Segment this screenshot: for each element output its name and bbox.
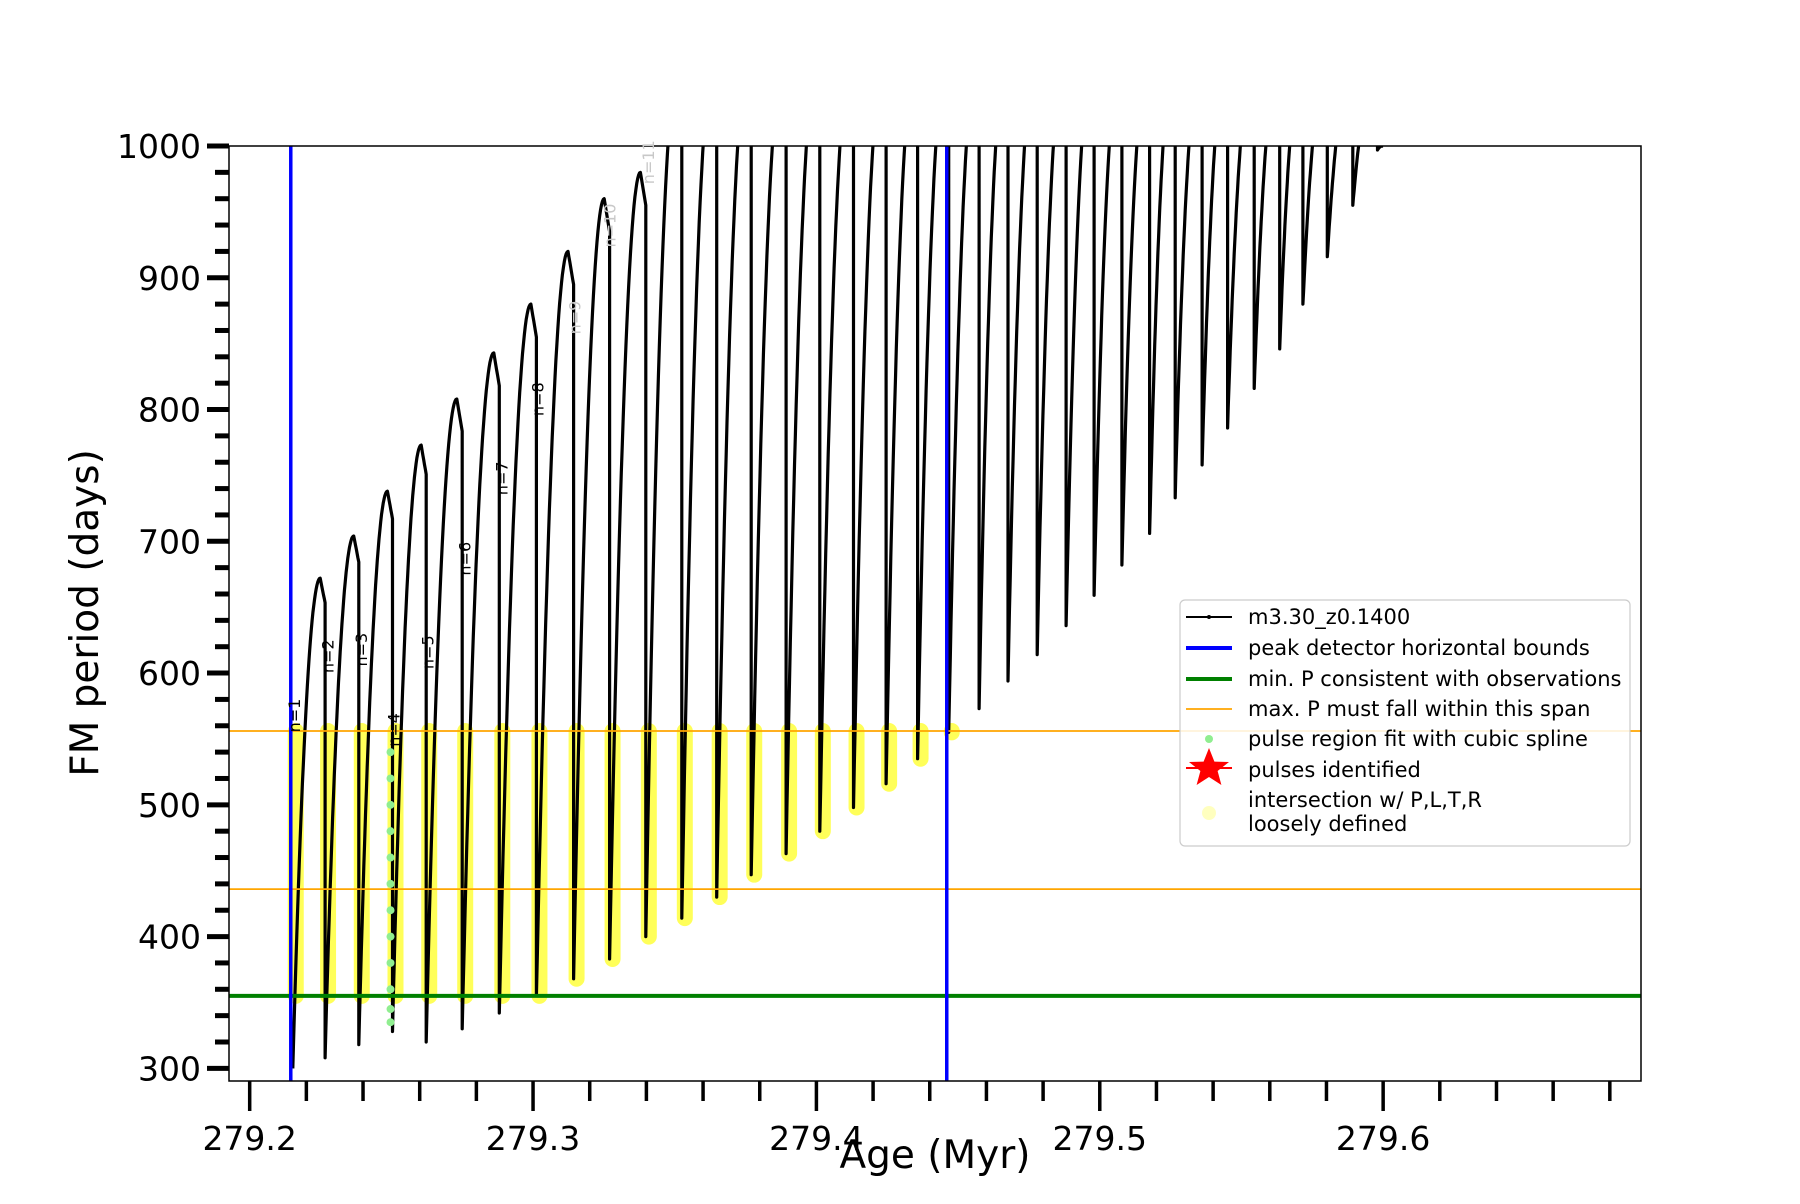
plot-area [229,146,1641,1081]
y-tick-label: 400 [138,918,201,957]
y-tick-label: 500 [138,786,201,825]
legend-entry-vlines: peak detector horizontal bounds [1186,636,1590,660]
spline-point [386,879,395,888]
pulse-number-label: n=9 [566,301,585,335]
x-tick-label: 279.4 [769,1119,863,1158]
y-tick-label: 300 [138,1049,201,1088]
spline-point [386,985,395,994]
legend-label-intersection: intersection w/ P,L,T,R [1248,788,1482,812]
spline-point [386,853,395,862]
y-tick-label: 1000 [117,127,201,166]
legend-label-vlines: peak detector horizontal bounds [1248,636,1590,660]
legend-entry-pulses: pulses identified [1186,748,1421,785]
pulse-number-label: n=8 [529,382,548,416]
legend-label-span: max. P must fall within this span [1248,697,1590,721]
spline-point [386,932,395,941]
legend: m3.30_z0.1400 peak detector horizontal b… [1179,599,1631,847]
spline-point [386,774,395,783]
pulse-number-label: n=7 [493,461,512,495]
legend-entry-span: max. P must fall within this span [1186,697,1590,721]
spline-point [386,958,395,967]
spline-point [386,1005,395,1014]
y-tick-label: 600 [138,654,201,693]
x-tick-label: 279.5 [1053,1119,1147,1158]
legend-label-model: m3.30_z0.1400 [1248,605,1410,630]
legend-entry-min-p: min. P consistent with observations [1186,667,1621,691]
legend-entry-model: m3.30_z0.1400 [1186,605,1410,630]
pulse-number-label: n=3 [352,633,371,667]
legend-label-intersection-2: loosely defined [1248,812,1407,836]
spline-point [386,748,395,757]
x-tick-label: 279.2 [202,1119,296,1158]
pulse-number-label: n=11 [639,140,658,184]
x-axis: 279.2 279.3 279.4 279.5 279.6 [202,1081,1612,1158]
pulse-number-label: n=10 [601,204,620,248]
x-tick-label: 279.6 [1336,1119,1430,1158]
y-tick-label: 900 [138,259,201,298]
y-axis-label: FM period (days) [63,449,108,777]
pulse-number-label: n=2 [318,639,337,673]
x-axis-label: Age (Myr) [839,1133,1030,1178]
pulse-number-label: n=1 [285,699,304,733]
annotations: n=1 n=2 n=3 n=4 n=5 n=6 n=7 n=8 n=9 n=10 n=11 [285,140,658,747]
legend-label-spline: pulse region fit with cubic spline [1248,727,1588,751]
pulse-number-label: n=6 [455,542,474,576]
star-icon [1189,748,1229,785]
legend-entry-spline: pulse region fit with cubic spline [1205,727,1588,751]
legend-label-min-p: min. P consistent with observations [1248,667,1621,691]
y-tick-label: 700 [138,522,201,561]
model-curve-line [291,146,1385,1069]
pulse-number-label: n=4 [385,713,404,747]
y-tick-label: 800 [138,391,201,430]
spline-point [386,800,395,809]
spline-point [386,827,395,836]
x-tick-label: 279.3 [486,1119,580,1158]
legend-label-pulses: pulses identified [1248,758,1421,782]
legend-entry-intersection: intersection w/ P,L,T,R loosely defined [1202,788,1482,836]
y-axis: 300 400 500 600 700 800 900 1000 [117,127,229,1088]
legend-box [1179,599,1631,847]
spline-point [386,906,395,915]
pulse-number-label: n=5 [418,635,437,669]
plot-frame [228,145,1642,1082]
spline-point [386,1018,395,1027]
